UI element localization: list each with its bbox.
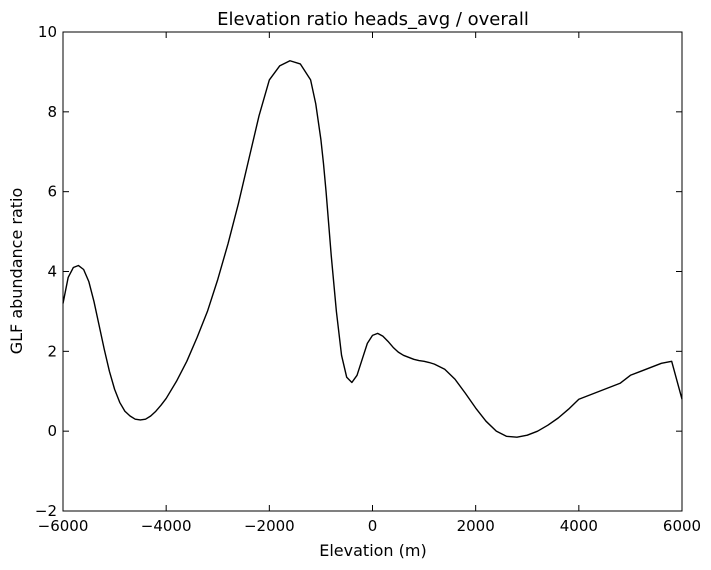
x-tick-label: −6000: [38, 517, 89, 535]
x-axis-label: Elevation (m): [319, 541, 426, 560]
y-tick-label: 4: [47, 263, 57, 281]
series-line: [62, 60, 683, 438]
y-tick-label: 2: [47, 342, 57, 360]
x-tick-label: −2000: [244, 517, 295, 535]
y-tick-label: 10: [38, 23, 57, 41]
y-tick-label: 8: [47, 103, 57, 121]
x-tick-label: 0: [368, 517, 378, 535]
y-tick-label: −2: [35, 502, 57, 520]
y-axis-label: GLF abundance ratio: [7, 188, 26, 355]
y-tick-label: 6: [47, 183, 57, 201]
x-tick-label: 6000: [663, 517, 701, 535]
x-tick-label: 2000: [457, 517, 495, 535]
y-tick-label: 0: [47, 422, 57, 440]
x-tick-label: −4000: [141, 517, 192, 535]
plot-frame: [62, 31, 683, 512]
x-tick-label: 4000: [560, 517, 598, 535]
chart-title: Elevation ratio heads_avg / overall: [217, 9, 529, 30]
